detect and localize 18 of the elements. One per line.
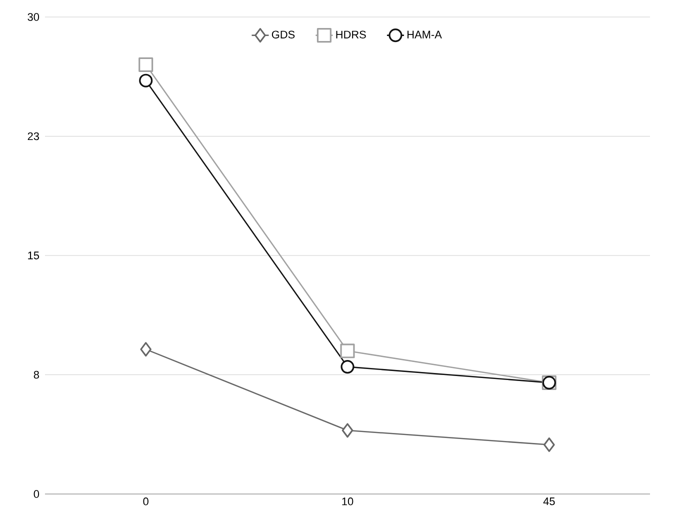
x-tick-label: 10 bbox=[342, 498, 354, 506]
legend-label: HAM-A bbox=[408, 30, 442, 38]
legend-label: GDS bbox=[272, 30, 295, 38]
point bbox=[138, 57, 154, 72]
y-tick-label: 8 bbox=[34, 370, 39, 379]
y-tick-label: 15 bbox=[28, 252, 40, 260]
y-tick-label: 0 bbox=[34, 490, 40, 498]
x-tick-label: 45 bbox=[543, 498, 555, 506]
point bbox=[140, 342, 152, 357]
x-tick-label: 0 bbox=[143, 498, 148, 506]
legend-label: HDRS bbox=[336, 30, 366, 38]
y-tick-label: 30 bbox=[28, 13, 40, 21]
point bbox=[544, 437, 555, 452]
point bbox=[340, 344, 355, 358]
point bbox=[342, 423, 354, 438]
point bbox=[340, 360, 354, 374]
y-tick-label: 23 bbox=[28, 132, 39, 140]
point bbox=[139, 74, 153, 88]
